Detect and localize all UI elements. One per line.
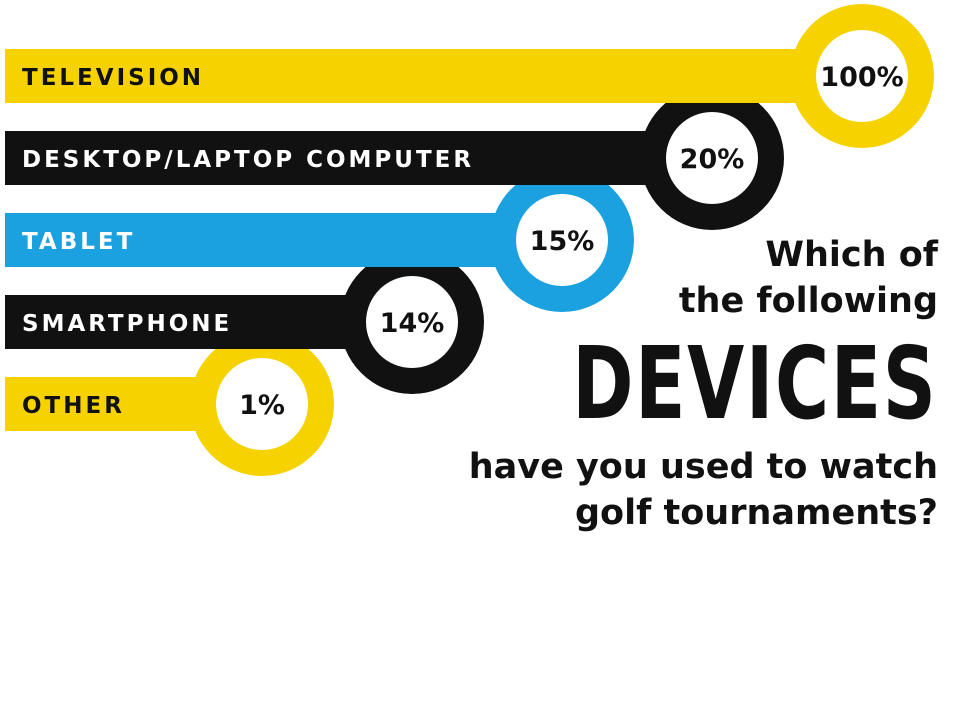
value-label-4: 1% [239, 390, 285, 421]
bar-group-1: DESKTOP/LAPTOP COMPUTER 20% [5, 86, 784, 230]
bar-ring-hole-2 [516, 194, 608, 286]
value-label-2: 15% [530, 226, 595, 257]
question-text: Which of the following DEVICES have you … [378, 232, 938, 536]
bar-0 [5, 49, 862, 103]
bar-group-4: OTHER 1% [5, 332, 334, 476]
category-label-2: TABLET [22, 229, 135, 255]
bar-2 [5, 213, 562, 267]
question-emphasis-wrap: DEVICES [378, 324, 938, 444]
category-label-4: OTHER [22, 393, 125, 419]
question-line-1: Which of [765, 235, 938, 275]
bar-group-3: SMARTPHONE 14% [5, 250, 484, 394]
question-line-4: golf tournaments? [575, 493, 938, 533]
bar-group-0: TELEVISION 100% [5, 4, 934, 148]
value-label-0: 100% [820, 62, 903, 93]
category-label-1: DESKTOP/LAPTOP COMPUTER [22, 147, 474, 173]
question-line-3: have you used to watch [468, 447, 938, 487]
category-label-0: TELEVISION [22, 65, 204, 91]
bar-1 [5, 131, 712, 185]
question-line-2: the following [678, 281, 938, 321]
bar-ring-hole-0 [816, 30, 908, 122]
bar-ring-hole-1 [666, 112, 758, 204]
bar-ring-hole-4 [216, 358, 308, 450]
question-emphasis: DEVICES [572, 325, 938, 442]
category-label-3: SMARTPHONE [22, 311, 232, 337]
value-label-1: 20% [680, 144, 745, 175]
value-label-3: 14% [380, 308, 445, 339]
bar-ring-hole-3 [366, 276, 458, 368]
bar-group-2: TABLET 15% [5, 168, 634, 312]
